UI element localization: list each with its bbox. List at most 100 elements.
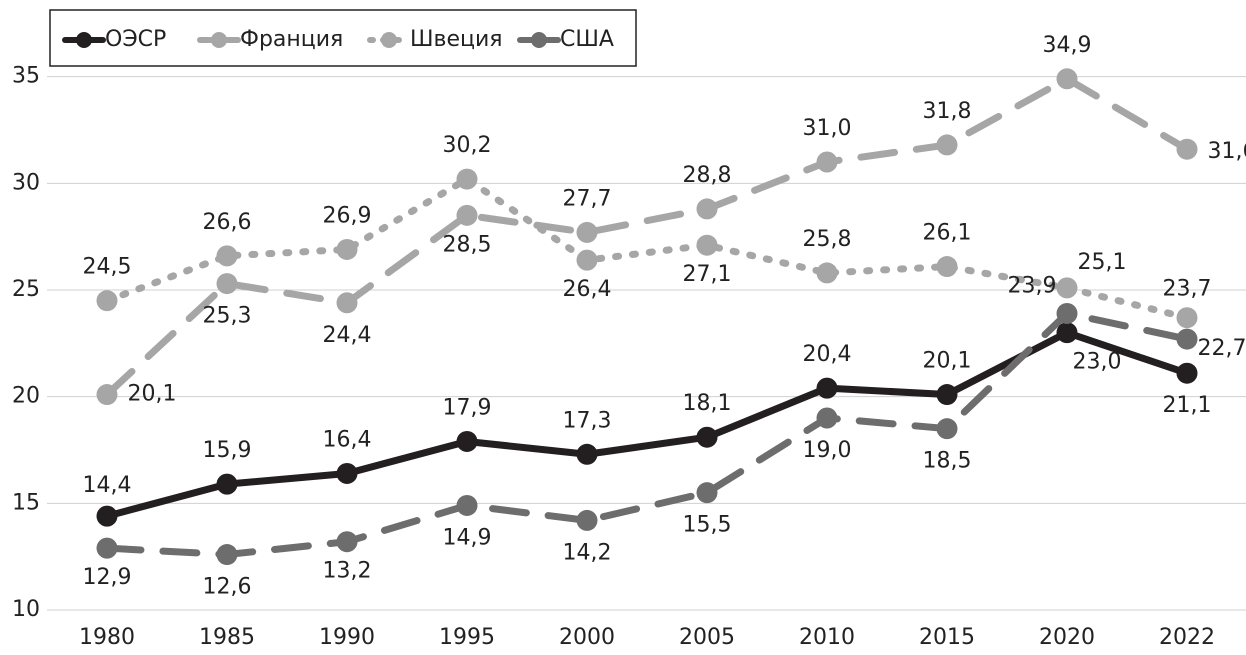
value-label: 23,9 [1008, 273, 1057, 298]
point [216, 544, 238, 566]
point [1176, 307, 1198, 329]
series-line [103, 175, 1191, 322]
point [336, 531, 358, 553]
point [456, 168, 478, 190]
x-tick-label: 2015 [919, 625, 975, 650]
point [216, 473, 238, 495]
value-label: 14,4 [83, 473, 132, 498]
point [336, 462, 358, 484]
value-label: 24,5 [83, 255, 132, 280]
value-label: 21,1 [1163, 393, 1212, 418]
y-tick-label: 30 [12, 170, 40, 195]
series-line [103, 329, 1191, 520]
value-label: 12,9 [83, 565, 132, 590]
point [456, 430, 478, 452]
value-label: 25,3 [203, 304, 252, 329]
value-label: 26,4 [563, 277, 612, 302]
value-label: 34,9 [1043, 33, 1092, 58]
x-tick-label: 2020 [1039, 625, 1095, 650]
value-label: 15,9 [203, 438, 252, 463]
point [576, 221, 598, 243]
point [696, 482, 718, 504]
point [576, 509, 598, 531]
value-label: 26,1 [923, 221, 972, 246]
point [576, 249, 598, 271]
value-label: 17,9 [443, 395, 492, 420]
legend-label: Швеция [410, 27, 503, 52]
value-label: 27,7 [563, 186, 612, 211]
point [1176, 362, 1198, 384]
value-label: 22,7 [1198, 336, 1246, 361]
point [96, 537, 118, 559]
point [696, 426, 718, 448]
value-label: 17,3 [563, 408, 612, 433]
value-label: 25,8 [803, 227, 852, 252]
series-line [103, 309, 1191, 559]
series-line [103, 75, 1191, 399]
point [816, 377, 838, 399]
point [696, 234, 718, 256]
point [1056, 68, 1078, 90]
point [936, 256, 958, 278]
value-label: 23,0 [1073, 350, 1122, 375]
legend-marker [211, 32, 227, 48]
point [816, 407, 838, 429]
point [96, 290, 118, 312]
value-label: 27,1 [683, 262, 732, 287]
point [576, 443, 598, 465]
value-label: 25,1 [1078, 250, 1127, 275]
x-tick-label: 1980 [79, 625, 135, 650]
x-tick-label: 1990 [319, 625, 375, 650]
value-label: 28,8 [683, 163, 732, 188]
legend-label: ОЭСР [105, 27, 166, 52]
value-label: 20,4 [803, 342, 852, 367]
value-label: 23,7 [1163, 277, 1212, 302]
point [936, 134, 958, 156]
value-label: 31,6 [1208, 139, 1246, 164]
value-label: 19,0 [803, 438, 852, 463]
legend-marker [531, 32, 547, 48]
value-label: 31,0 [803, 116, 852, 141]
point [96, 505, 118, 527]
value-label: 28,5 [443, 232, 492, 257]
point [96, 384, 118, 406]
value-label: 13,2 [323, 559, 372, 584]
point [336, 238, 358, 260]
value-label: 24,4 [323, 323, 372, 348]
x-tick-label: 1985 [199, 625, 255, 650]
x-tick-label: 2022 [1159, 625, 1215, 650]
point [216, 273, 238, 295]
value-label: 26,6 [203, 210, 252, 235]
point [816, 262, 838, 284]
legend-label: США [560, 27, 614, 52]
value-label: 14,2 [563, 540, 612, 565]
x-tick-label: 2000 [559, 625, 615, 650]
value-label: 12,6 [203, 575, 252, 600]
point [216, 245, 238, 267]
legend-label: Франция [240, 27, 343, 52]
legend-marker [76, 32, 92, 48]
value-label: 20,1 [128, 382, 177, 407]
value-label: 15,5 [683, 513, 732, 538]
value-label: 18,1 [683, 391, 732, 416]
y-tick-label: 35 [12, 64, 40, 89]
point [456, 494, 478, 516]
x-tick-label: 2005 [679, 625, 735, 650]
y-tick-label: 25 [12, 277, 40, 302]
value-label: 30,2 [443, 133, 492, 158]
point [1056, 322, 1078, 344]
value-label: 18,5 [923, 449, 972, 474]
x-tick-label: 2010 [799, 625, 855, 650]
value-label: 26,9 [323, 203, 372, 228]
y-tick-label: 20 [12, 384, 40, 409]
point [816, 151, 838, 173]
point [1056, 277, 1078, 299]
point [696, 198, 718, 220]
x-tick-label: 1995 [439, 625, 495, 650]
value-label: 14,9 [443, 525, 492, 550]
value-label: 20,1 [923, 349, 972, 374]
point [1176, 328, 1198, 350]
value-label: 16,4 [323, 427, 372, 452]
point [1056, 302, 1078, 324]
